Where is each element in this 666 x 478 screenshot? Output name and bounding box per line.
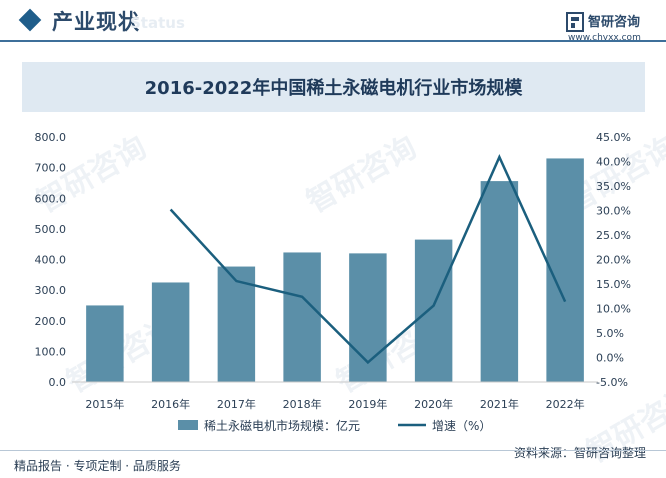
x-tick-label: 2021年 xyxy=(480,397,519,411)
x-tick-label: 2017年 xyxy=(217,397,256,411)
x-tick-label: 2018年 xyxy=(283,397,322,411)
right-tick-label: 10.0% xyxy=(596,303,631,316)
left-tick-label: 100.0 xyxy=(35,345,67,358)
left-tick-label: 400.0 xyxy=(35,254,67,267)
left-tick-label: 700.0 xyxy=(35,162,67,175)
footer-divider xyxy=(0,450,666,451)
header-divider xyxy=(0,40,666,42)
brand-logo-icon xyxy=(566,12,584,32)
bar xyxy=(480,181,519,382)
right-tick-label: -5.0% xyxy=(596,376,628,389)
bar xyxy=(151,282,190,382)
bar xyxy=(283,252,321,382)
x-tick-label: 2019年 xyxy=(348,397,387,411)
bar xyxy=(217,266,256,382)
chart: 0.0 100.0 200.0 300.0 400.0 500.0 600.0 700.0 80… xyxy=(35,131,631,433)
x-tick-label: 2015年 xyxy=(85,397,124,411)
diamond-icon xyxy=(18,8,42,32)
right-tick-label: 15.0% xyxy=(596,278,631,291)
bar xyxy=(414,239,453,382)
growth-line xyxy=(169,154,567,365)
right-axis: -5.0% 0.0% 5.0% 10.0% 15.0% 20.0% 25.0% 30.0% 35… xyxy=(596,131,631,389)
page-header: 产业现状 Status 智研咨询 www.chyxx.com xyxy=(0,0,666,44)
bar-series xyxy=(86,158,584,382)
right-tick-label: 0.0% xyxy=(596,352,624,365)
legend: 稀土永磁电机市场规模：亿元 增速（%） xyxy=(178,418,491,433)
x-tick-label: 2016年 xyxy=(151,397,190,411)
right-tick-label: 5.0% xyxy=(596,327,624,340)
left-tick-label: 800.0 xyxy=(35,131,67,144)
header-watermark: Status xyxy=(130,14,185,32)
brand-name: 智研咨询 xyxy=(588,15,641,30)
footer-tagline: 精品报告 · 专项定制 · 品质服务 xyxy=(14,459,181,473)
bar xyxy=(86,305,124,382)
x-axis: 2015年 2016年 2017年 2018年 2019年 2020年 2021年 2022年 xyxy=(85,397,584,411)
right-tick-label: 20.0% xyxy=(596,254,631,267)
left-tick-label: 500.0 xyxy=(35,223,67,236)
x-tick-label: 2022年 xyxy=(546,397,585,411)
brand-url: www.chyxx.com xyxy=(568,33,641,43)
chart-title: 2016-2022年中国稀土永磁电机行业市场规模 xyxy=(144,78,523,99)
left-axis: 0.0 100.0 200.0 300.0 400.0 500.0 600.0 700.0 80… xyxy=(35,131,67,389)
source-note: 资料来源：智研咨询整理 xyxy=(514,446,647,460)
right-tick-label: 25.0% xyxy=(596,229,631,242)
right-tick-label: 45.0% xyxy=(596,131,631,144)
left-tick-label: 600.0 xyxy=(35,192,67,205)
bar xyxy=(349,253,387,382)
section-title: 产业现状 xyxy=(52,10,140,34)
x-tick-label: 2020年 xyxy=(414,397,453,411)
right-tick-label: 35.0% xyxy=(596,180,631,193)
legend-line-label: 增速（%） xyxy=(432,419,491,433)
chart-title-band: 2016-2022年中国稀土永磁电机行业市场规模 xyxy=(22,62,645,112)
left-tick-label: 300.0 xyxy=(35,284,67,297)
left-tick-label: 200.0 xyxy=(35,315,67,328)
right-tick-label: 40.0% xyxy=(596,156,631,169)
bar xyxy=(546,158,584,382)
legend-bar-label: 稀土永磁电机市场规模：亿元 xyxy=(204,418,360,433)
right-tick-label: 30.0% xyxy=(596,205,631,218)
legend-bar-swatch xyxy=(178,420,198,430)
left-tick-label: 0.0 xyxy=(49,376,67,389)
